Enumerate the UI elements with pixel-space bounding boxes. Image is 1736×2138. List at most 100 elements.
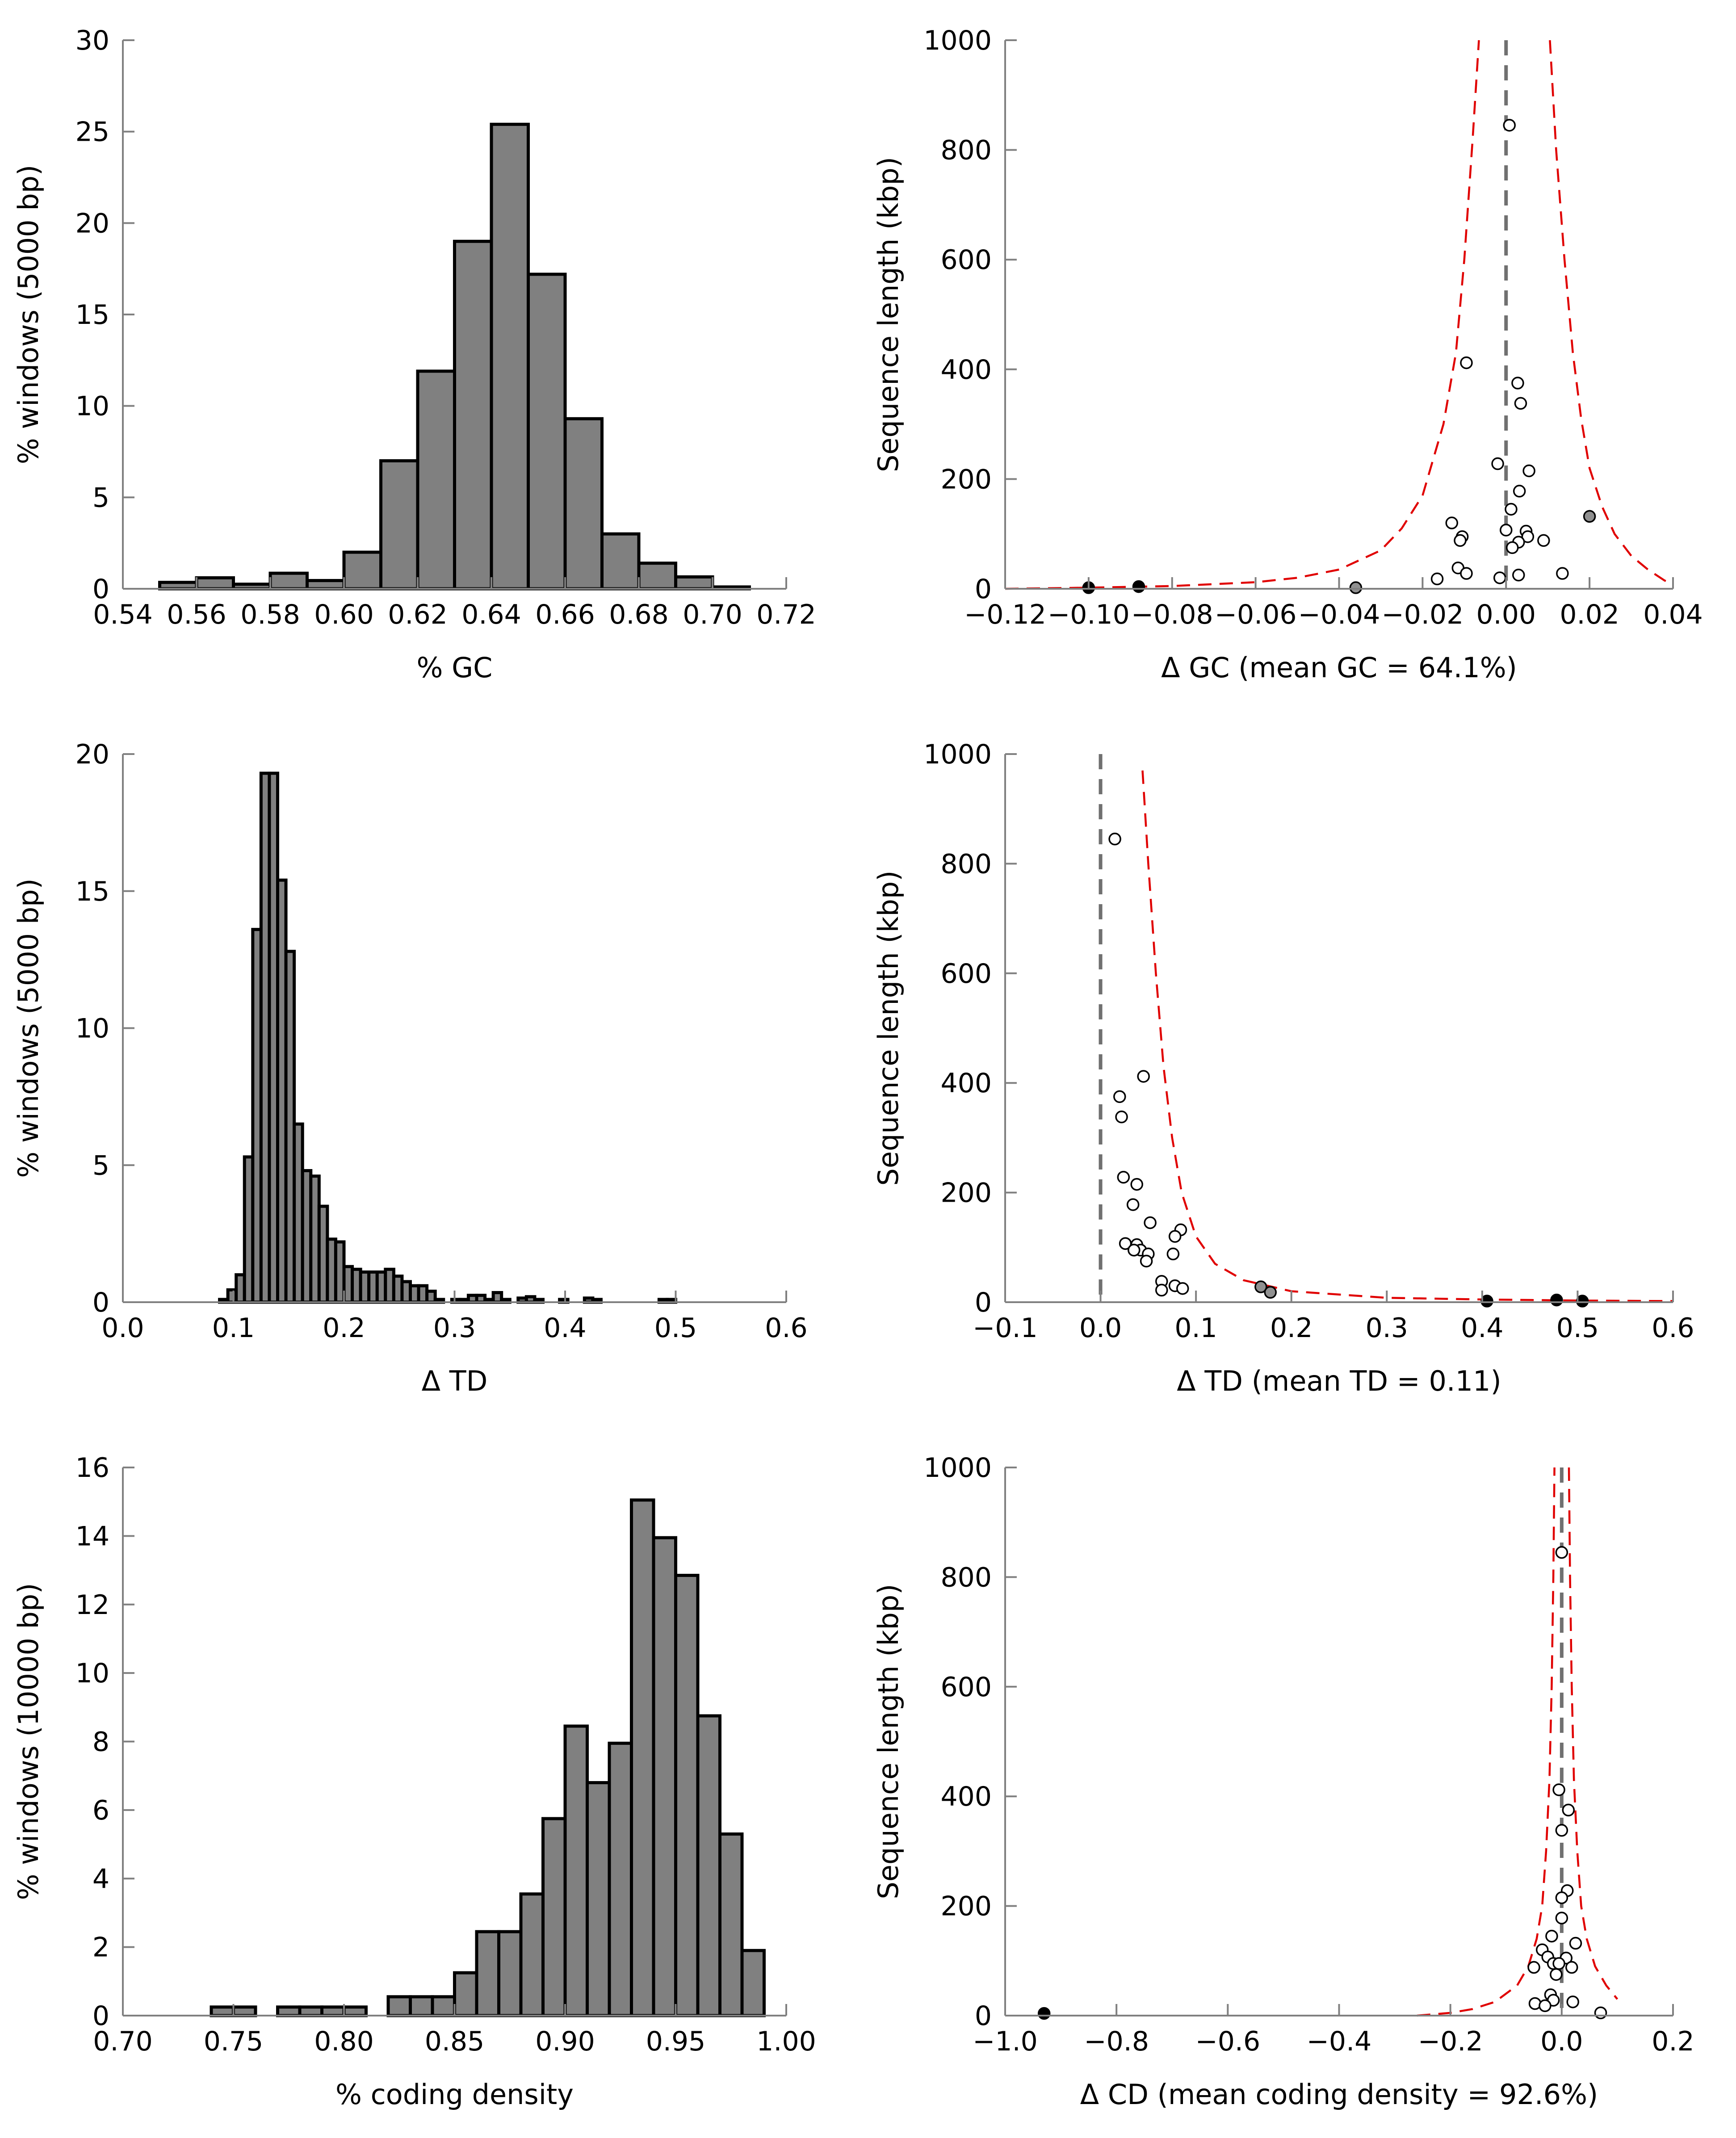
histogram-bar <box>637 562 677 591</box>
data-point-open <box>1552 1957 1565 1970</box>
x-tick-label: −0.6 <box>1195 2026 1260 2057</box>
threshold-left-curve <box>1005 40 1480 590</box>
x-tick-label: 0.5 <box>1556 1312 1599 1344</box>
x-tick-label: 0.3 <box>1366 1312 1408 1344</box>
data-point-open <box>1176 1282 1189 1295</box>
histogram-bar <box>379 459 419 591</box>
y-tick-label: 800 <box>940 135 992 166</box>
y-tick-label: 5 <box>92 482 109 513</box>
x-tick-label: −1.0 <box>973 2026 1038 2057</box>
histogram-bar <box>586 1781 611 2017</box>
x-tick-label: −0.04 <box>1298 599 1380 630</box>
data-point-open <box>1545 1929 1558 1943</box>
histogram-bar <box>453 1971 478 2017</box>
histogram-bar <box>563 1724 589 2017</box>
y-tick-label: 15 <box>75 876 109 907</box>
x-tick-label: 0.72 <box>756 599 816 630</box>
histogram-bar <box>630 1498 655 2017</box>
y-tick-label: 5 <box>92 1150 109 1181</box>
histogram-bar <box>674 575 714 591</box>
data-point-open <box>1454 534 1467 547</box>
data-point-open <box>1552 1783 1565 1796</box>
y-tick-label: 400 <box>940 1781 992 1812</box>
x-tick-label: 0.6 <box>1652 1312 1694 1344</box>
x-tick-label: 0.56 <box>167 599 226 630</box>
x-axis-title: Δ TD <box>422 1365 488 1397</box>
x-tick-label: 0.0 <box>1079 1312 1122 1344</box>
x-tick-label: 0.2 <box>1652 2026 1694 2057</box>
x-tick-label: 0.70 <box>683 599 742 630</box>
data-point-black <box>1037 2007 1051 2020</box>
histogram-bar <box>306 579 346 591</box>
x-axis-title: Δ GC (mean GC = 64.1%) <box>1161 651 1517 684</box>
data-point-open <box>1445 516 1459 529</box>
threshold-right-curve <box>1568 1467 1619 2000</box>
data-point-open <box>1566 1995 1579 2008</box>
histogram-bar <box>386 1995 412 2017</box>
data-point-open <box>1505 503 1518 516</box>
histogram-bar <box>210 2005 235 2017</box>
histogram-bar <box>541 1817 567 2017</box>
x-axis-title: % coding density <box>335 2078 574 2111</box>
x-tick-label: 0.85 <box>425 2026 485 2057</box>
x-tick-label: 0.90 <box>535 2026 595 2057</box>
histogram-bar <box>674 1574 700 2017</box>
histogram-bar <box>490 122 530 591</box>
y-tick-label: 200 <box>940 464 992 495</box>
chart-panel-6: −1.0 −0.8 −0.6 −0.4 −0.2 0.0 0.2 0 200 400 600 800 1… <box>872 1452 1694 2111</box>
y-tick-label: 2 <box>92 1932 109 1963</box>
histogram-bar <box>475 1930 500 2017</box>
y-tick-label: 0 <box>92 574 109 605</box>
x-tick-label: 0.5 <box>654 1312 697 1344</box>
x-tick-label: 0.68 <box>609 599 669 630</box>
data-point-open <box>1155 1283 1168 1297</box>
x-tick-label: −0.06 <box>1215 599 1297 630</box>
y-tick-label: 0 <box>975 2000 992 2032</box>
data-point-open <box>1521 530 1535 543</box>
data-point-open <box>1569 1937 1582 1950</box>
histogram-bar <box>409 1995 434 2017</box>
histogram-bar <box>718 1832 744 2017</box>
y-tick-label: 800 <box>940 848 992 880</box>
x-tick-label: 0.80 <box>314 2026 374 2057</box>
y-tick-label: 14 <box>75 1521 109 1552</box>
data-point-open <box>1144 1216 1157 1229</box>
data-point-grey <box>1349 581 1363 594</box>
histogram-bar <box>453 239 493 591</box>
data-point-open <box>1555 1891 1568 1904</box>
data-point-open <box>1113 1090 1126 1103</box>
data-point-open <box>1512 569 1525 582</box>
data-point-open <box>1430 572 1444 586</box>
x-tick-label: 0.2 <box>1270 1312 1312 1344</box>
data-point-open <box>1493 571 1506 584</box>
y-tick-label: 600 <box>940 1672 992 1703</box>
y-tick-label: 200 <box>940 1178 992 1209</box>
histogram-bar <box>320 2005 346 2017</box>
chart-panel-1: 0.54 0.56 0.58 0.60 0.62 0.64 0.66 0.68 0.70 0.72… <box>12 25 816 684</box>
histogram-bar <box>158 581 198 591</box>
histogram-bar <box>563 417 604 591</box>
y-tick-label: 15 <box>75 299 109 331</box>
histogram-bar <box>696 1714 721 2017</box>
data-point-open <box>1550 1968 1563 1981</box>
data-point-open <box>1527 1961 1540 1974</box>
y-tick-label: 8 <box>92 1727 109 1758</box>
x-axis-title: Δ CD (mean coding density = 92.6%) <box>1080 2078 1598 2111</box>
x-tick-label: −0.1 <box>973 1312 1038 1344</box>
y-axis-title: Sequence length (kbp) <box>872 1584 905 1899</box>
threshold-right-curve <box>1549 40 1673 584</box>
y-tick-label: 20 <box>75 739 109 770</box>
x-tick-label: 0.58 <box>240 599 300 630</box>
x-axis-title: % GC <box>417 651 493 684</box>
data-point-open <box>1556 567 1569 580</box>
data-point-open <box>1539 1999 1551 2012</box>
x-tick-label: 0.70 <box>93 2026 153 2057</box>
data-point-open <box>1555 1546 1568 1559</box>
histogram-bar <box>519 1892 545 2017</box>
threshold-left-curve <box>1417 1467 1556 2017</box>
x-tick-label: 0.04 <box>1643 599 1703 630</box>
x-tick-label: 0.0 <box>1540 2026 1583 2057</box>
y-tick-label: 0 <box>975 1287 992 1318</box>
y-tick-label: 600 <box>940 244 992 276</box>
